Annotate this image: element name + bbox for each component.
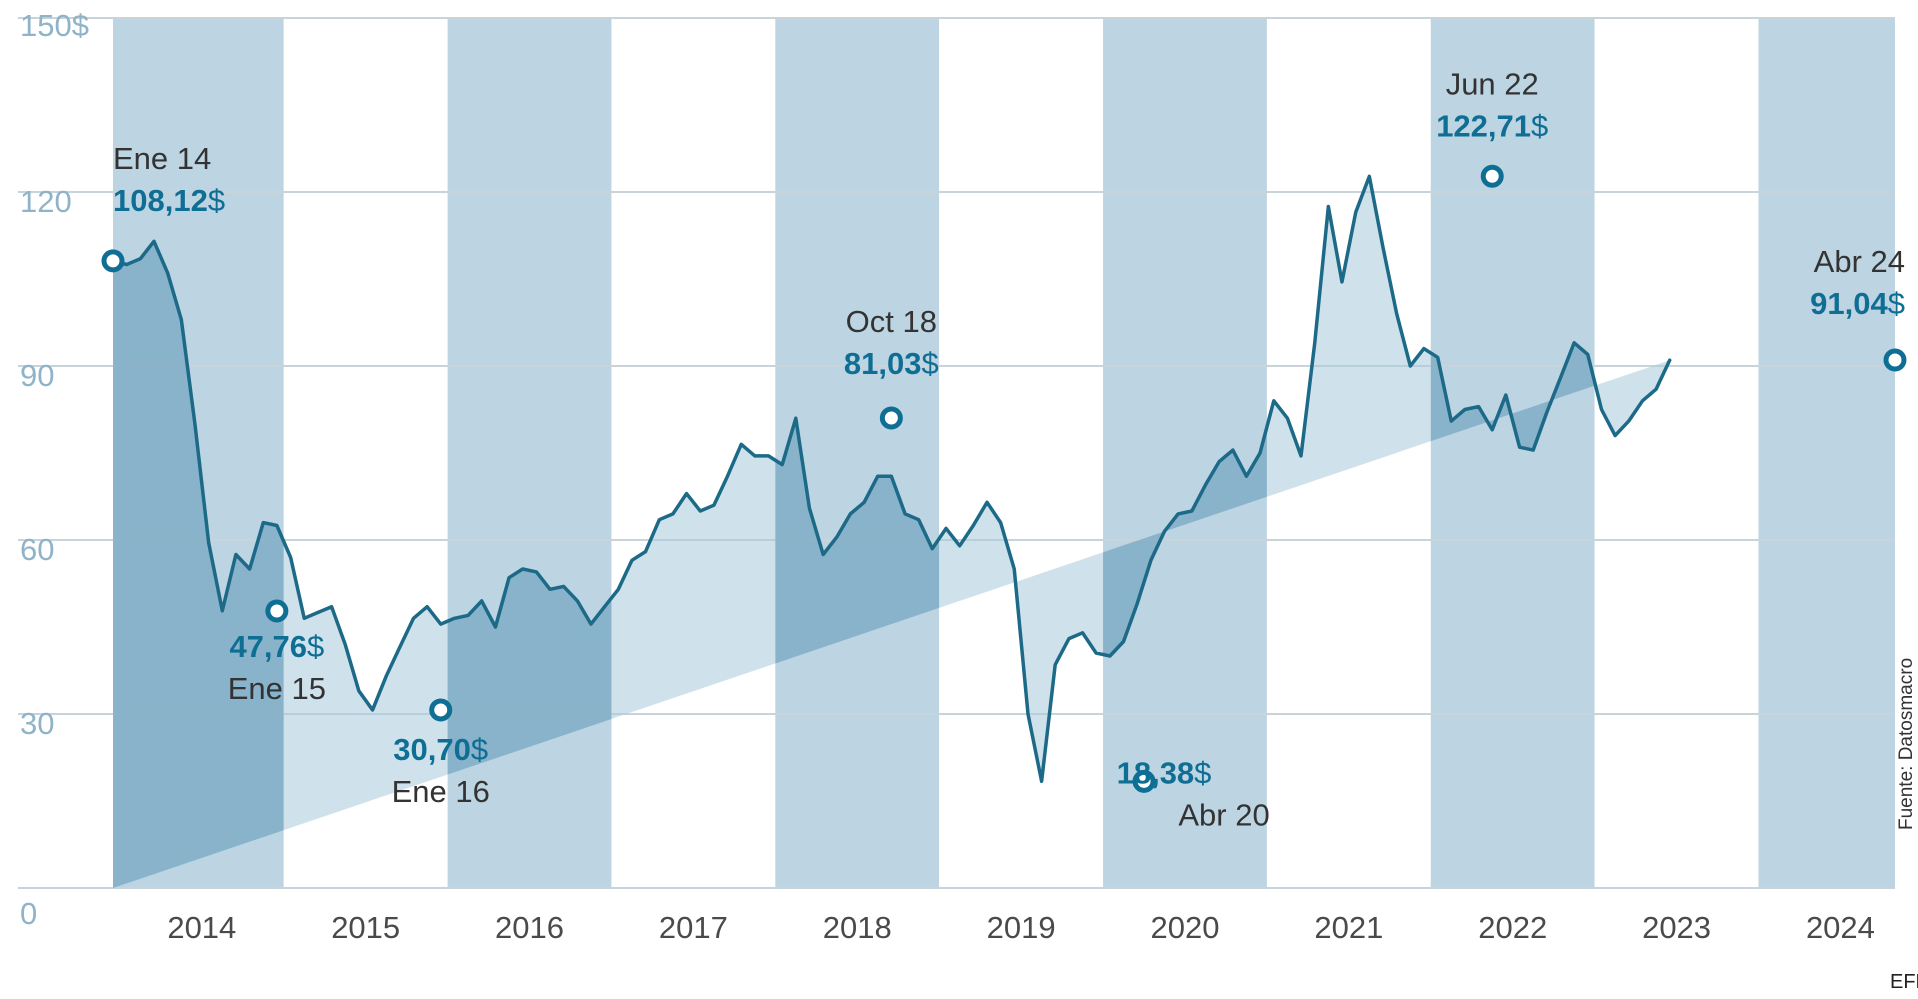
annotation-value-number: 18,38	[1117, 755, 1195, 790]
annotation-date: Oct 18	[846, 304, 937, 339]
annotation-value-currency: $	[307, 629, 324, 664]
annotation-marker	[265, 599, 289, 623]
annotation-value-number: 91,04	[1810, 286, 1888, 321]
annotation-date: Ene 16	[392, 774, 490, 809]
annotation-value-currency: $	[1194, 755, 1211, 790]
year-band-2020	[1103, 18, 1267, 888]
x-tick-label: 2019	[987, 910, 1056, 945]
annotation-marker	[101, 249, 125, 273]
y-tick-label: 120	[20, 184, 72, 219]
x-tick-label: 2022	[1478, 910, 1547, 945]
annotation-value: 18,38$	[1117, 755, 1212, 790]
annotation-marker	[429, 698, 453, 722]
annotation-date: Ene 14	[113, 141, 211, 176]
y-tick-label: 90	[20, 358, 54, 393]
credit-label: EFE	[1890, 971, 1918, 993]
y-tick-label: 150$	[20, 8, 89, 43]
annotation-value-currency: $	[1888, 286, 1905, 321]
year-band-2019	[939, 18, 1104, 888]
x-tick-label: 2023	[1642, 910, 1711, 945]
annotation-value: 30,70$	[393, 732, 488, 767]
x-tick-label: 2024	[1806, 910, 1875, 945]
annotation-date: Abr 20	[1178, 797, 1269, 832]
annotation-value-currency: $	[922, 346, 939, 381]
x-tick-label: 2016	[495, 910, 564, 945]
annotation-value: 81,03$	[844, 346, 939, 381]
annotation-value-number: 108,12	[113, 183, 208, 218]
y-axis-ticks: 150$ 120 90 60 30 0	[20, 8, 89, 931]
year-band-2023	[1594, 18, 1759, 888]
annotation-date: Abr 24	[1814, 244, 1905, 279]
annotation-value-currency: $	[471, 732, 488, 767]
annotation-value: 122,71$	[1436, 108, 1548, 143]
x-tick-label: 2014	[167, 910, 236, 945]
annotation-value-number: 47,76	[229, 629, 307, 664]
annotation-value-number: 81,03	[844, 346, 922, 381]
annotation-value: 47,76$	[229, 629, 324, 664]
price-line-group	[111, 174, 1672, 784]
year-band-2022	[1430, 18, 1595, 888]
annotation-value-currency: $	[208, 183, 225, 218]
annotation-value: 91,04$	[1810, 286, 1905, 321]
annotation-marker	[1883, 348, 1907, 372]
x-tick-label: 2017	[659, 910, 728, 945]
annotation-date: Jun 22	[1446, 66, 1539, 101]
x-tick-label: 2021	[1314, 910, 1383, 945]
annotation-value-number: 122,71	[1436, 108, 1531, 143]
annotation-marker	[1132, 769, 1156, 793]
annotation-value-currency: $	[1531, 108, 1548, 143]
annotation-value-number: 30,70	[393, 732, 471, 767]
price-line	[111, 174, 1672, 784]
annotation-marker	[879, 406, 903, 430]
annotation-value: 108,12$	[113, 183, 225, 218]
y-tick-label: 0	[20, 896, 37, 931]
x-axis-ticks: 2014 2015 2016 2017 2018 2019 2020 2021 2022 2023…	[167, 910, 1875, 945]
x-tick-label: 2018	[823, 910, 892, 945]
x-tick-label: 2020	[1151, 910, 1220, 945]
annotation-date: Ene 15	[228, 671, 326, 706]
x-tick-label: 2015	[331, 910, 400, 945]
annotation-marker	[1480, 164, 1504, 188]
annotation-markers	[101, 164, 1907, 793]
year-band-2024	[1758, 18, 1895, 888]
y-tick-label: 30	[20, 706, 54, 741]
y-tick-label: 60	[20, 532, 54, 567]
source-label: Fuente: Datosmacro	[1896, 658, 1917, 830]
